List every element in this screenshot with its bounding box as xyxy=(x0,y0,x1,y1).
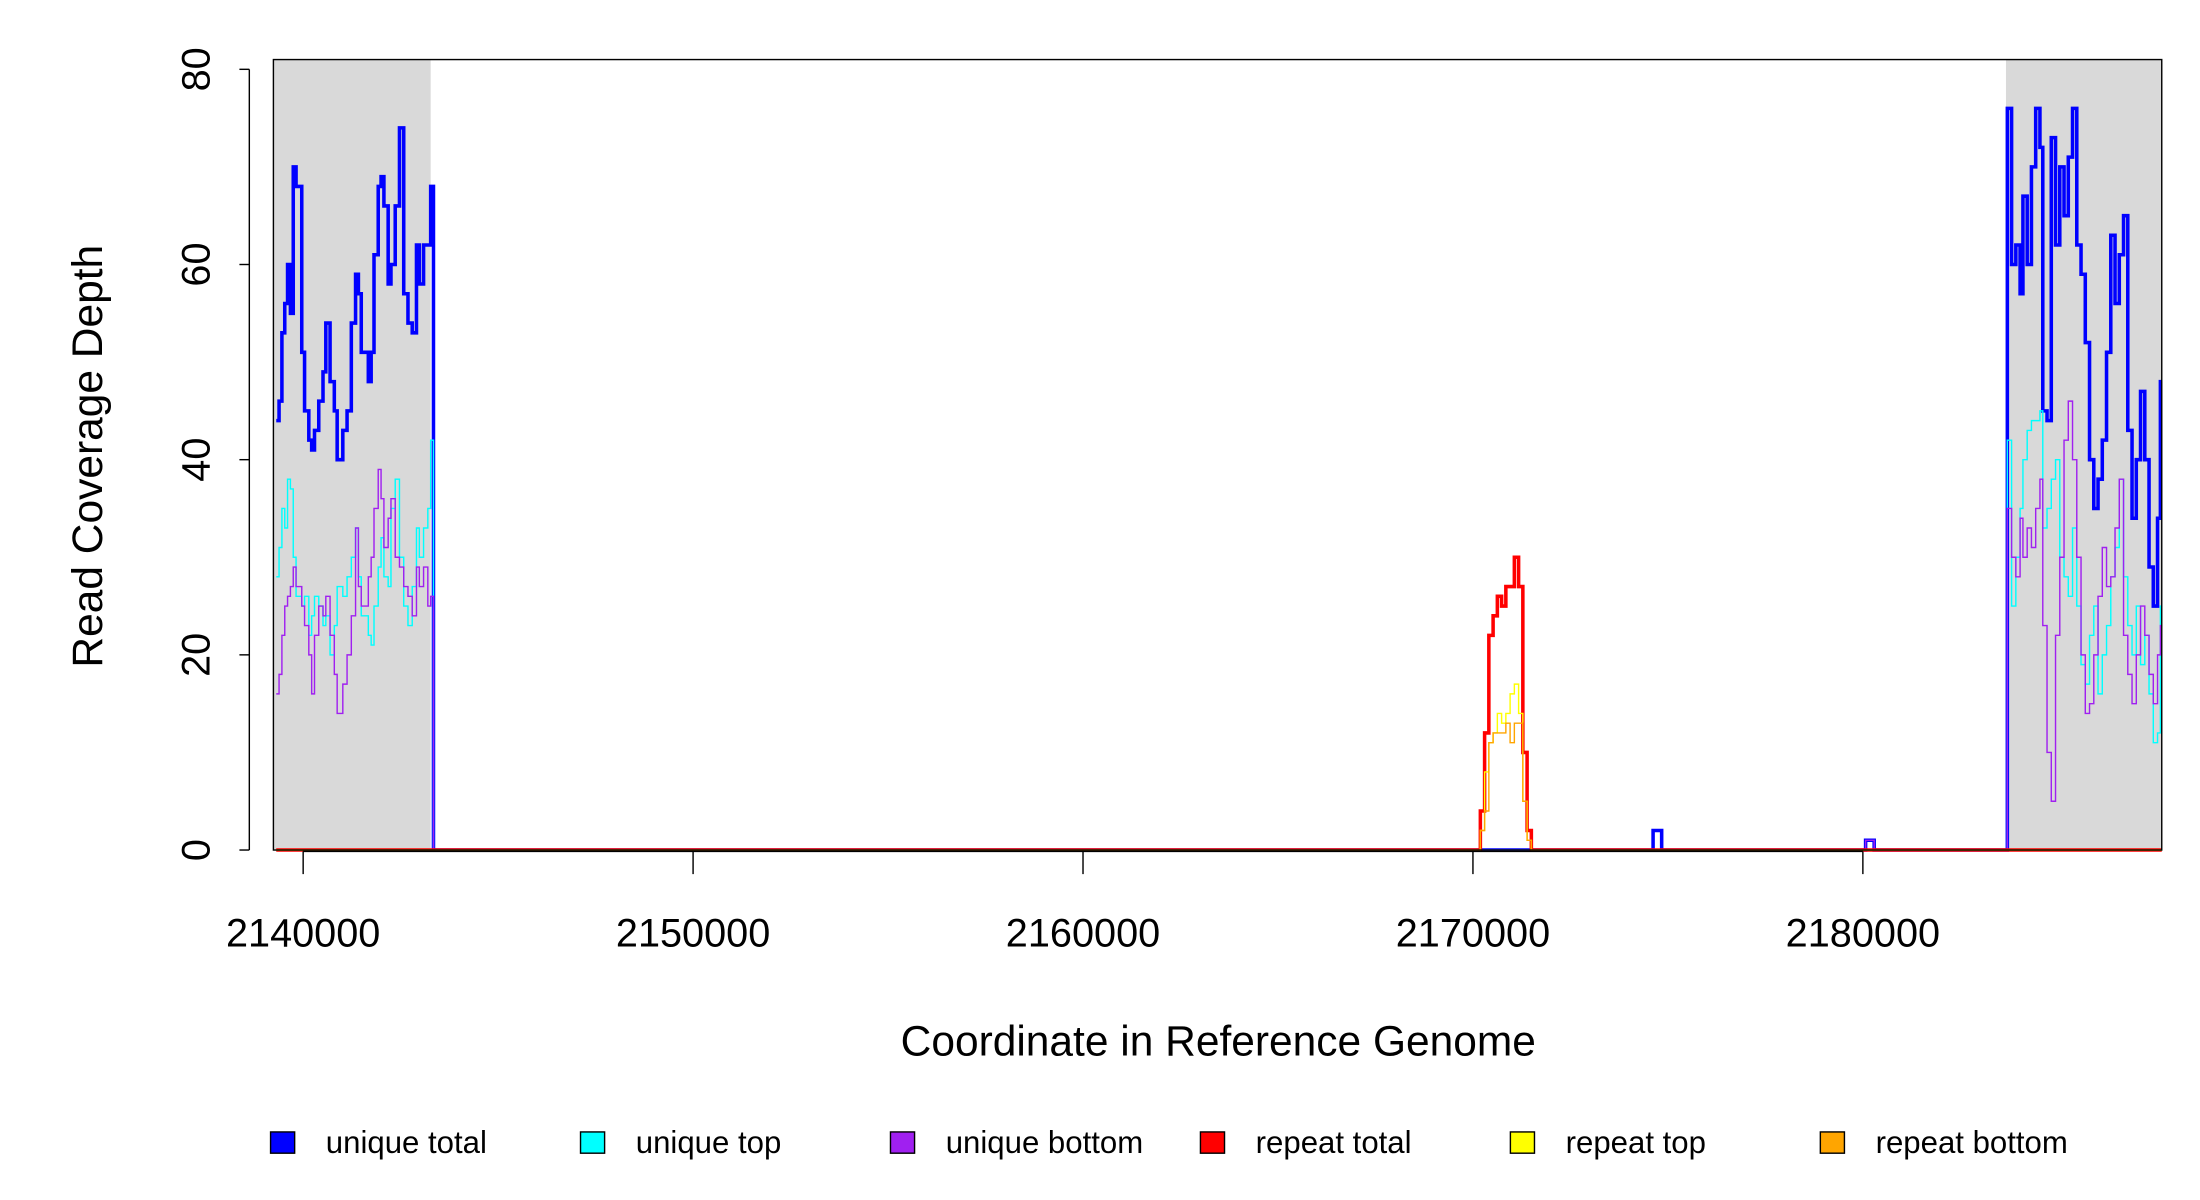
legend-label: repeat bottom xyxy=(1876,1125,2068,1160)
y-tick-label: 0 xyxy=(175,839,219,861)
coverage-line xyxy=(276,683,2162,851)
x-tick-label: 2150000 xyxy=(616,911,770,955)
y-tick-label: 20 xyxy=(175,633,219,677)
legend-item: repeat top xyxy=(1509,1125,1706,1160)
coverage-line xyxy=(276,722,2162,851)
legend-label: unique bottom xyxy=(946,1125,1143,1160)
legend-swatch xyxy=(579,1131,606,1154)
coverage-line xyxy=(276,555,2162,852)
legend-label: repeat top xyxy=(1566,1125,1706,1160)
coverage-line xyxy=(276,106,2163,852)
legend-label: unique total xyxy=(326,1125,487,1160)
y-tick-label: 60 xyxy=(175,242,219,286)
legend-item: unique top xyxy=(579,1125,782,1160)
legend-item: unique total xyxy=(269,1125,487,1160)
legend-item: repeat total xyxy=(1199,1125,1412,1160)
legend-item: repeat bottom xyxy=(1819,1125,2068,1160)
shaded-region xyxy=(2005,59,2162,851)
plot-frame xyxy=(272,58,2163,851)
coverage-line xyxy=(276,400,2162,851)
legend-swatch xyxy=(889,1131,916,1154)
coverage-line xyxy=(276,410,2162,851)
x-tick-label: 2140000 xyxy=(226,911,380,955)
x-tick-label: 2160000 xyxy=(1006,911,1160,955)
legend-swatch xyxy=(1509,1131,1536,1154)
y-axis-title: Read Coverage Depth xyxy=(65,245,112,668)
x-axis-title: Coordinate in Reference Genome xyxy=(901,1018,1536,1065)
legend-swatch xyxy=(269,1131,296,1154)
x-tick-label: 2180000 xyxy=(1786,911,1940,955)
y-tick-label: 40 xyxy=(175,438,219,482)
y-tick-label: 80 xyxy=(175,47,219,91)
legend-swatch xyxy=(1819,1131,1846,1154)
legend-label: repeat total xyxy=(1256,1125,1412,1160)
legend-label: unique top xyxy=(636,1125,782,1160)
legend-swatch xyxy=(1199,1131,1226,1154)
x-tick-label: 2170000 xyxy=(1396,911,1550,955)
legend-item: unique bottom xyxy=(889,1125,1143,1160)
